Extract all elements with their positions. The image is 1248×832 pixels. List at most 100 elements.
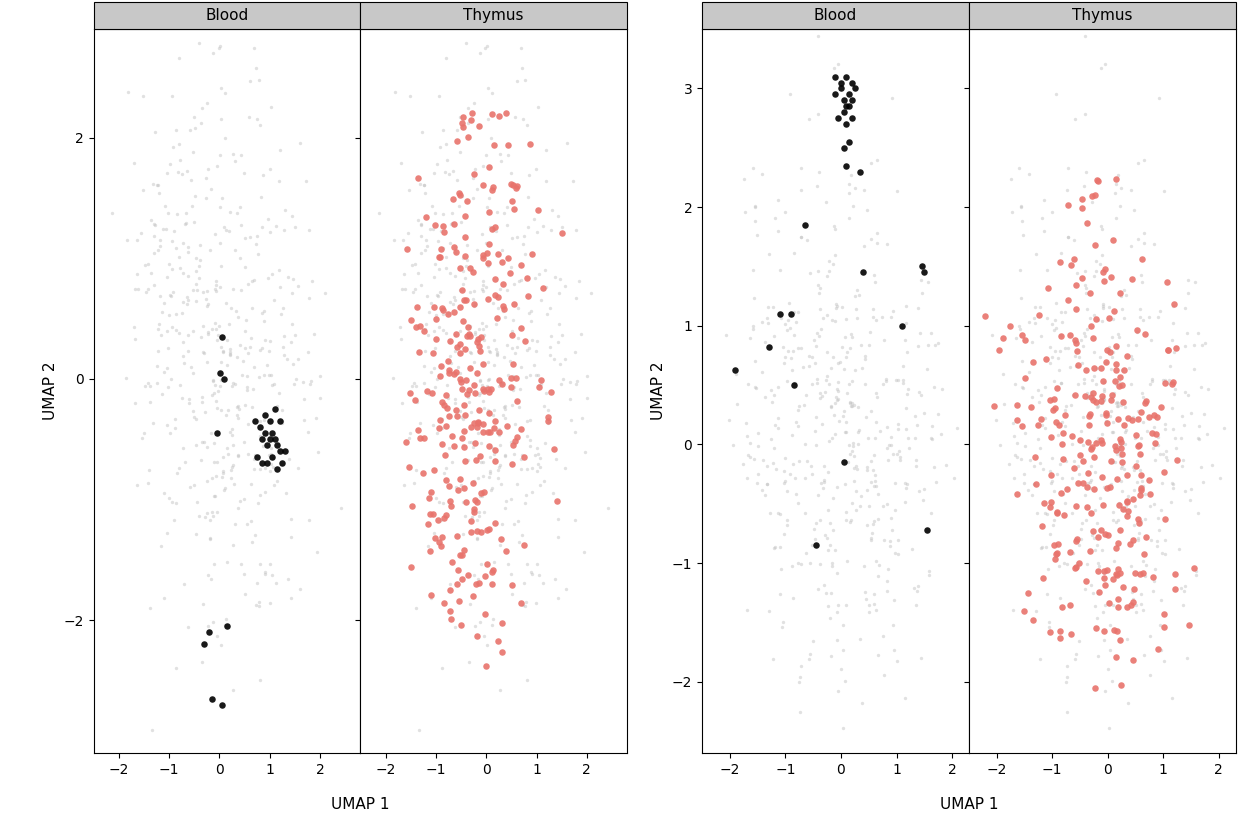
- Point: [778, 323, 797, 336]
- Point: [800, 266, 820, 280]
- Point: [1077, 513, 1097, 527]
- Point: [821, 586, 841, 599]
- Point: [1058, 230, 1078, 244]
- Point: [477, 379, 497, 393]
- Point: [867, 766, 887, 780]
- Point: [1085, 543, 1104, 557]
- Point: [1032, 519, 1052, 532]
- Point: [452, 190, 472, 203]
- Point: [1052, 315, 1072, 329]
- Point: [1094, 57, 1114, 71]
- Point: [787, 557, 807, 570]
- Point: [1055, 305, 1075, 319]
- Point: [879, 562, 899, 576]
- Point: [859, 598, 879, 612]
- Point: [426, 258, 446, 271]
- Point: [1103, 555, 1123, 568]
- Point: [192, 17, 212, 30]
- Point: [461, 261, 480, 275]
- Point: [829, 685, 849, 698]
- Point: [473, 179, 493, 192]
- Point: [771, 562, 791, 575]
- Point: [827, 384, 847, 398]
- Point: [1005, 471, 1025, 484]
- Point: [1072, 201, 1092, 215]
- Point: [427, 373, 447, 386]
- Point: [809, 264, 829, 277]
- Point: [921, 506, 941, 519]
- Point: [1154, 185, 1174, 198]
- Point: [1111, 439, 1131, 453]
- Point: [1053, 453, 1073, 466]
- Point: [1085, 532, 1104, 545]
- Point: [1043, 393, 1063, 406]
- Point: [1158, 343, 1178, 356]
- Point: [1073, 179, 1093, 192]
- Point: [478, 403, 498, 416]
- Point: [211, 639, 231, 652]
- Point: [1154, 547, 1174, 561]
- Point: [822, 559, 842, 572]
- Point: [456, 250, 475, 263]
- Point: [1102, 477, 1122, 490]
- Point: [906, 453, 926, 467]
- Point: [454, 542, 474, 556]
- Point: [507, 340, 527, 354]
- Point: [431, 285, 451, 299]
- Point: [478, 639, 498, 652]
- Point: [1011, 453, 1031, 466]
- Point: [1041, 431, 1061, 444]
- Point: [456, 259, 475, 272]
- Point: [844, 436, 864, 449]
- Point: [1076, 364, 1096, 377]
- Point: [1124, 567, 1144, 580]
- Point: [432, 225, 452, 238]
- Point: [206, 285, 226, 298]
- Point: [439, 479, 459, 493]
- Point: [907, 585, 927, 598]
- Point: [200, 532, 220, 546]
- Point: [1048, 364, 1068, 377]
- Point: [1172, 459, 1192, 473]
- Point: [781, 352, 801, 365]
- Point: [1042, 206, 1062, 219]
- Point: [1108, 412, 1128, 425]
- Point: [805, 517, 825, 530]
- Point: [261, 225, 281, 239]
- Point: [1131, 310, 1151, 324]
- Point: [416, 318, 436, 331]
- Point: [463, 191, 483, 205]
- Point: [495, 402, 515, 415]
- Point: [436, 250, 456, 264]
- Point: [201, 182, 221, 196]
- Point: [428, 250, 448, 264]
- Point: [1116, 289, 1136, 302]
- Point: [221, 205, 241, 218]
- Point: [454, 399, 474, 412]
- Point: [467, 243, 487, 256]
- Point: [1041, 527, 1061, 541]
- Point: [469, 576, 489, 589]
- Point: [473, 384, 493, 398]
- Point: [242, 400, 262, 414]
- Point: [448, 134, 468, 147]
- Point: [995, 795, 1015, 809]
- Point: [1106, 374, 1126, 388]
- Point: [904, 582, 924, 595]
- Point: [1101, 346, 1121, 359]
- Point: [881, 438, 901, 452]
- Point: [1169, 542, 1189, 555]
- Point: [431, 513, 451, 527]
- Point: [482, 87, 502, 100]
- Point: [144, 230, 163, 243]
- Point: [210, 379, 230, 393]
- Point: [154, 487, 173, 500]
- Point: [1211, 471, 1231, 484]
- Point: [444, 439, 464, 453]
- Point: [448, 186, 468, 200]
- Point: [528, 203, 548, 216]
- Point: [1126, 460, 1146, 473]
- Point: [867, 513, 887, 526]
- Point: [1067, 532, 1087, 546]
- Point: [839, 377, 859, 390]
